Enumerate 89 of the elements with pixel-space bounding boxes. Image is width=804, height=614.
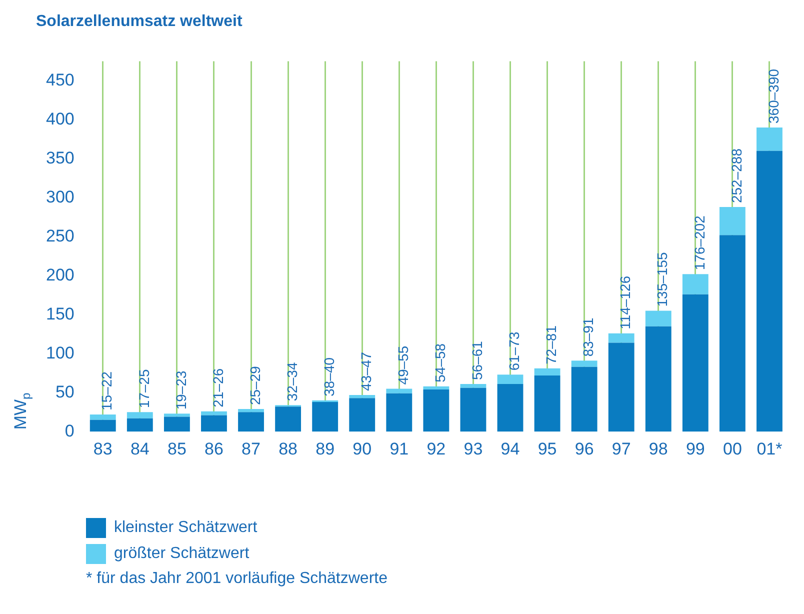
bar xyxy=(423,386,450,390)
y-tick-label: 150 xyxy=(46,304,74,324)
y-tick-label: 400 xyxy=(46,109,74,128)
x-tick-label: 88 xyxy=(278,439,298,458)
x-tick-label: 98 xyxy=(648,439,668,458)
y-tick-label: 50 xyxy=(55,382,74,402)
y-tick-label: 300 xyxy=(46,187,74,206)
legend-label: größter Schätzwert xyxy=(114,545,250,563)
y-tick-label: 200 xyxy=(46,265,74,284)
y-tick-label: 450 xyxy=(46,70,74,90)
x-tick-label: 99 xyxy=(686,439,705,458)
bar xyxy=(423,389,450,432)
bar xyxy=(645,310,672,326)
bar xyxy=(386,388,412,394)
x-tick-label: 83 xyxy=(93,439,112,458)
y-tick-label: 250 xyxy=(46,226,74,246)
bar xyxy=(571,360,598,367)
x-tick-label: 90 xyxy=(352,439,372,458)
bar xyxy=(275,406,302,432)
data-label: 360–390 xyxy=(765,68,782,124)
x-tick-label: 93 xyxy=(464,439,483,458)
bar xyxy=(756,127,782,151)
x-tick-label: 00 xyxy=(722,439,742,458)
bar xyxy=(645,326,672,432)
x-tick-label: 94 xyxy=(500,439,520,458)
bar xyxy=(386,393,412,432)
y-tick-label: 350 xyxy=(46,148,74,168)
bar xyxy=(608,342,634,432)
data-label: 83–91 xyxy=(580,317,596,357)
bar xyxy=(497,384,524,432)
x-tick-label: 85 xyxy=(167,439,186,458)
bar xyxy=(164,414,190,417)
x-tick-label: 01* xyxy=(756,439,783,458)
bar xyxy=(238,408,264,412)
bar xyxy=(349,394,376,398)
bar xyxy=(534,368,560,376)
bar xyxy=(201,415,227,432)
bar xyxy=(497,374,524,384)
data-label: 38–40 xyxy=(320,357,337,396)
x-tick-label: 84 xyxy=(130,439,150,458)
bar xyxy=(164,416,190,432)
bar xyxy=(719,235,746,432)
data-label: 32–34 xyxy=(284,362,300,402)
x-tick-label: 92 xyxy=(426,439,446,458)
data-label: 61–73 xyxy=(506,332,522,371)
data-label: 21–26 xyxy=(210,368,226,408)
bar xyxy=(756,150,782,432)
bar xyxy=(682,274,708,294)
data-label: 72–81 xyxy=(543,325,560,364)
data-label: 56–61 xyxy=(469,340,486,380)
legend-label: kleinster Schätzwert xyxy=(114,519,258,537)
data-label: 25–29 xyxy=(246,366,263,405)
data-label: 15–22 xyxy=(98,371,115,410)
bar xyxy=(719,207,746,236)
bar xyxy=(238,412,264,432)
data-label: 176–202 xyxy=(691,215,708,270)
x-tick-label: 96 xyxy=(574,439,594,458)
data-label: 252–288 xyxy=(728,148,744,204)
data-label: 43–47 xyxy=(358,352,374,391)
data-label: 49–55 xyxy=(395,346,412,385)
bar xyxy=(90,414,116,420)
bar xyxy=(126,418,153,432)
x-tick-label: 89 xyxy=(316,439,335,458)
text: * für das Jahr 2001 vorläufige Schätzwerte xyxy=(86,570,388,588)
data-label: 135–155 xyxy=(654,252,670,307)
y-axis-title: MWp xyxy=(11,392,33,430)
data-label: 19–23 xyxy=(172,370,189,410)
bar xyxy=(534,375,560,432)
bar xyxy=(460,388,486,432)
data-label: 17–25 xyxy=(136,368,152,408)
bar xyxy=(312,402,338,432)
chart-title: Solarzellenumsatz weltweit xyxy=(36,13,243,30)
x-tick-label: 86 xyxy=(204,439,224,458)
bar xyxy=(126,412,153,418)
bar xyxy=(90,420,116,432)
y-tick-label: 100 xyxy=(46,343,74,362)
x-tick-label: 97 xyxy=(612,439,631,458)
bar xyxy=(201,411,227,416)
x-tick-label: 91 xyxy=(390,439,409,458)
bar xyxy=(571,366,598,432)
data-label: 54–58 xyxy=(432,343,448,382)
y-tick-label: 0 xyxy=(64,421,74,440)
x-tick-label: 95 xyxy=(538,439,557,458)
bar xyxy=(349,398,376,432)
bar xyxy=(682,294,708,432)
bar xyxy=(608,333,634,343)
x-tick-label: 87 xyxy=(242,439,260,458)
data-label: 114–126 xyxy=(617,276,634,330)
bar xyxy=(460,384,486,388)
